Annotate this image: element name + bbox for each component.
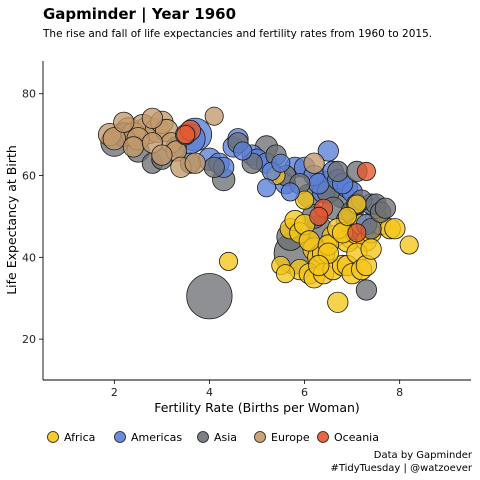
legend-swatch-oceania bbox=[317, 431, 329, 443]
legend-label-europe: Europe bbox=[271, 431, 310, 444]
bubble-europe bbox=[151, 144, 173, 166]
chart-subtitle: The rise and fall of life expectancies a… bbox=[42, 28, 432, 40]
x-tick-label: 6 bbox=[301, 386, 308, 399]
bubble-americas bbox=[280, 182, 300, 202]
y-tick-label: 20 bbox=[22, 333, 36, 346]
bubble-oceania bbox=[176, 125, 196, 145]
bubble-africa bbox=[298, 230, 320, 252]
bubble-americas bbox=[271, 153, 291, 173]
legend-label-asia: Asia bbox=[214, 431, 237, 444]
caption-credit: #TidyTuesday | @watzoever bbox=[330, 463, 472, 474]
x-tick-label: 2 bbox=[111, 386, 118, 399]
y-tick-label: 60 bbox=[22, 170, 36, 183]
bubble-africa bbox=[360, 238, 382, 260]
bubble-asia bbox=[327, 160, 349, 182]
tick-labels: 2 4 6 8 20 40 60 80 bbox=[22, 88, 403, 399]
legend-label-africa: Africa bbox=[64, 431, 95, 444]
legend-label-americas: Americas bbox=[131, 431, 182, 444]
bubble-europe bbox=[122, 136, 144, 158]
bubble-europe bbox=[204, 106, 224, 126]
plot-area bbox=[98, 106, 419, 320]
bubble-africa bbox=[295, 190, 315, 210]
x-tick-label: 4 bbox=[206, 386, 213, 399]
bubble-americas bbox=[317, 140, 339, 162]
bubble-africa bbox=[218, 251, 238, 271]
bubble-americas bbox=[256, 178, 276, 198]
bubble-oceania bbox=[356, 161, 376, 181]
bubble-europe bbox=[102, 127, 126, 151]
chart-title: Gapminder | Year 1960 bbox=[43, 5, 236, 24]
legend-swatch-africa bbox=[47, 431, 59, 443]
bubble-asia bbox=[186, 273, 233, 320]
x-tick-label: 8 bbox=[396, 386, 403, 399]
legend-swatch-europe bbox=[254, 431, 266, 443]
legend-label-oceania: Oceania bbox=[334, 431, 379, 444]
bubble-africa bbox=[399, 235, 419, 255]
bubble-africa bbox=[337, 206, 357, 226]
axes bbox=[42, 61, 471, 381]
bubble-europe bbox=[141, 107, 163, 129]
bubble-oceania bbox=[347, 223, 367, 243]
legend: Africa Americas Asia Europe Oceania bbox=[47, 431, 379, 444]
y-axis-title: Life Expectancy at Birth bbox=[4, 145, 19, 295]
bubble-americas bbox=[233, 141, 253, 161]
x-axis-title: Fertility Rate (Births per Woman) bbox=[154, 400, 360, 415]
bubble-africa bbox=[384, 218, 406, 240]
legend-swatch-asia bbox=[197, 431, 209, 443]
bubble-africa bbox=[308, 254, 330, 277]
caption-source: Data by Gapminder bbox=[374, 450, 473, 461]
y-tick-label: 80 bbox=[22, 88, 36, 101]
legend-swatch-americas bbox=[114, 431, 126, 443]
bubble-europe bbox=[113, 111, 135, 133]
bubble-europe bbox=[303, 152, 325, 174]
bubble-asia bbox=[374, 197, 396, 219]
bubble-asia bbox=[355, 279, 377, 301]
bubble-africa bbox=[327, 291, 349, 313]
bubble-europe bbox=[184, 152, 206, 174]
bubble-oceania bbox=[309, 206, 329, 226]
y-tick-label: 40 bbox=[22, 251, 36, 264]
bubble-africa bbox=[275, 264, 295, 284]
bubble-asia bbox=[203, 156, 225, 178]
